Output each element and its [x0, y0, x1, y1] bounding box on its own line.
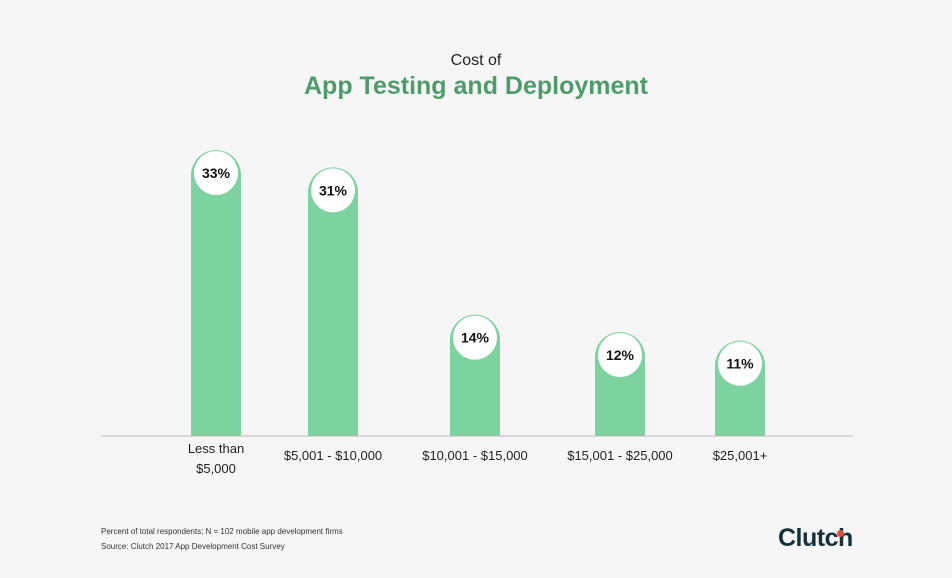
data-label-1: 31% — [319, 182, 348, 198]
value-bubble-4 — [718, 341, 762, 386]
clutch-logo: Clutch — [778, 524, 853, 552]
footnote-respondents: Percent of total respondents; N = 102 mo… — [101, 527, 343, 536]
value-bubble-0 — [194, 151, 238, 195]
chart-pretitle: Cost of — [450, 52, 502, 69]
data-label-2: 14% — [461, 330, 490, 346]
category-label-1: $5,001 - $10,000 — [284, 448, 382, 463]
category-label-3: $15,001 - $25,000 — [567, 448, 673, 463]
footnote-source: Source: Clutch 2017 App Development Cost… — [101, 542, 285, 551]
category-label-0-line-0: Less than — [188, 441, 244, 456]
category-label-4: $25,001+ — [713, 448, 768, 463]
category-label-2: $10,001 - $15,000 — [422, 448, 528, 463]
bar-chart: 33% Less than $5,000 31% $5,001 - $10,000 14%… — [101, 150, 853, 476]
bar-1 — [308, 167, 358, 437]
bar-0 — [191, 150, 241, 436]
value-bubble-1 — [311, 168, 355, 213]
data-label-0: 33% — [202, 165, 231, 181]
data-label-4: 11% — [726, 356, 754, 372]
category-label-0-line-1: $5,000 — [196, 461, 236, 476]
value-bubble-2 — [453, 315, 497, 360]
data-label-3: 12% — [606, 347, 635, 363]
value-bubble-3 — [598, 333, 642, 377]
logo-dot-icon — [837, 530, 844, 537]
chart-title: App Testing and Deployment — [304, 72, 648, 100]
